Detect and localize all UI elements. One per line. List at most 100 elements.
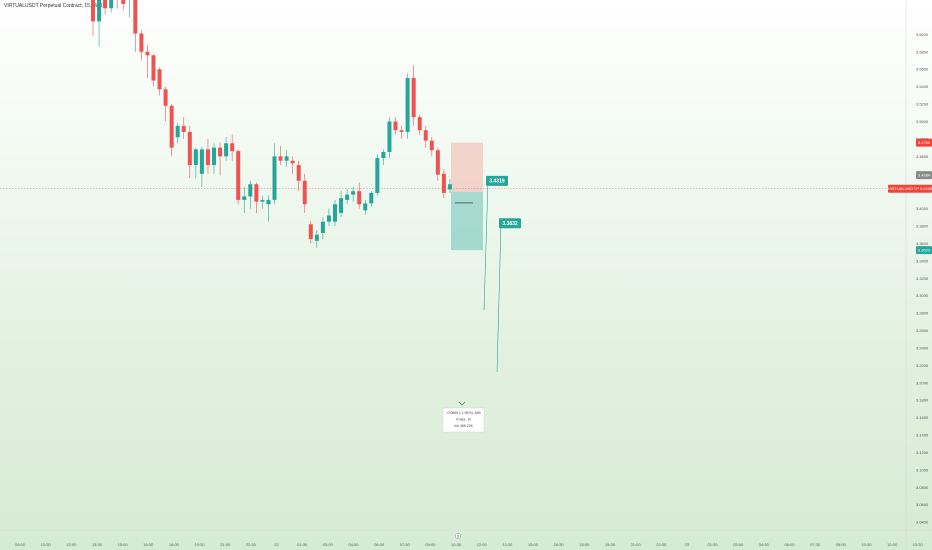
candle-body	[193, 149, 198, 166]
take-profit-zone	[451, 191, 483, 251]
price-tag	[888, 184, 932, 193]
price-tag-text: 3.4758	[918, 140, 931, 145]
candle-body	[326, 215, 331, 222]
candle-body	[212, 147, 216, 166]
callout-pointer	[496, 223, 502, 373]
y-tick-label: 3.2200	[916, 363, 929, 368]
candle-body	[236, 151, 241, 200]
y-tick-label: 3.5800	[916, 49, 929, 54]
x-tick-label: 03:00	[323, 542, 334, 547]
candle-body	[133, 0, 138, 34]
x-tick-label: 12:00	[477, 542, 488, 547]
y-tick-label: 3.2000	[916, 380, 929, 385]
x-tick-label: 18:00	[169, 542, 180, 547]
x-tick-label: 06:00	[784, 542, 795, 547]
candle-body	[363, 203, 368, 211]
x-tick-label: 07:30	[810, 542, 821, 547]
x-tick-label: 22:30	[656, 542, 667, 547]
price-tag	[916, 246, 932, 255]
callout-text: 3.3832	[502, 221, 518, 227]
candle-body	[405, 77, 410, 132]
candle-body	[169, 105, 174, 148]
y-tick-label: 3.2600	[916, 328, 929, 333]
y-tick-label: 3.4000	[916, 206, 929, 211]
y-tick-label: 3.0600	[916, 502, 929, 507]
candle-body	[91, 0, 95, 22]
y-tick-label: 3.1800	[916, 398, 929, 403]
candle-body	[345, 194, 350, 200]
candle-body	[375, 158, 380, 193]
x-tick-label: 13:30	[502, 542, 513, 547]
x-tick-label: 18:00	[579, 542, 590, 547]
callout-text: 3.4319	[489, 179, 505, 185]
candle-body	[387, 121, 392, 152]
x-tick-label: 03:00	[733, 542, 744, 547]
candle-body	[351, 191, 356, 195]
x-tick-label: 09:00	[836, 542, 847, 547]
price-tag	[916, 138, 932, 147]
candle-body	[266, 199, 271, 205]
info-box-line: Vol 465.22K	[454, 424, 474, 428]
x-tick-label: 16:30	[143, 542, 154, 547]
y-tick-label: 3.5600	[916, 67, 929, 72]
candle-body	[109, 0, 114, 9]
price-tag-text: VIRTUALUSDT.P 3.4228	[888, 186, 932, 191]
y-tick-label: 3.1600	[916, 415, 929, 420]
candle-body	[399, 130, 404, 132]
x-tick-label: 04:30	[348, 542, 359, 547]
candle-body	[151, 55, 156, 81]
candle-body	[296, 165, 301, 181]
candle-body	[145, 51, 150, 56]
x-tick-label: 21:00	[220, 542, 231, 547]
candle-body	[254, 184, 259, 202]
y-tick-label: 3.3200	[916, 276, 929, 281]
info-box-line: 4 bars, 1h	[456, 418, 472, 422]
callout-label	[486, 175, 508, 186]
x-tick-label: 23	[685, 542, 690, 547]
candle-body	[103, 0, 108, 9]
candle-body	[163, 89, 168, 106]
y-tick-label: 3.3600	[916, 241, 929, 246]
chart-title: VIRTUALUSDT Perpetual Contract, 15, WHIT	[4, 3, 106, 9]
candle-body	[260, 199, 265, 202]
measure-info-box	[442, 407, 485, 433]
stop-loss-zone	[451, 142, 483, 192]
candle-body	[369, 192, 374, 204]
time-marker	[455, 533, 461, 539]
y-tick-label: 3.2400	[916, 345, 929, 350]
candle-body	[381, 151, 386, 159]
candle-body	[175, 125, 180, 138]
candle-body	[308, 224, 313, 240]
x-tick-label: 22	[274, 542, 279, 547]
y-tick-label: 3.3800	[916, 224, 929, 229]
candle-body	[157, 69, 162, 90]
candle-body	[423, 130, 428, 141]
x-tick-label: 01:30	[708, 542, 719, 547]
candle-body	[97, 0, 102, 22]
candle-body	[357, 191, 362, 205]
callout-pointer	[483, 180, 489, 311]
y-tick-label: 3.5200	[916, 102, 929, 107]
candle-body	[121, 0, 126, 4]
x-tick-label: 07:30	[400, 542, 411, 547]
candle-body	[278, 156, 283, 161]
candle-body	[224, 143, 229, 157]
candle-body	[333, 204, 337, 222]
candle-body	[435, 150, 440, 175]
x-tick-label: 10:30	[451, 542, 462, 547]
candle-body	[290, 160, 295, 164]
candle-body	[393, 121, 398, 131]
candle-body	[314, 234, 319, 241]
x-tick-label: 19:30	[195, 542, 206, 547]
x-tick-label: 16:30	[554, 542, 565, 547]
candle-body	[417, 117, 422, 131]
chevron-down-icon	[458, 401, 466, 406]
y-tick-label: 3.0800	[916, 485, 929, 490]
price-tag-text: 3.4384	[918, 173, 931, 178]
y-tick-label: 3.2800	[916, 311, 929, 316]
y-tick-label: 3.3000	[916, 293, 929, 298]
x-tick-label: 01:30	[297, 542, 308, 547]
x-tick-label: 04:30	[759, 542, 770, 547]
y-tick-label: 3.4600	[916, 154, 929, 159]
